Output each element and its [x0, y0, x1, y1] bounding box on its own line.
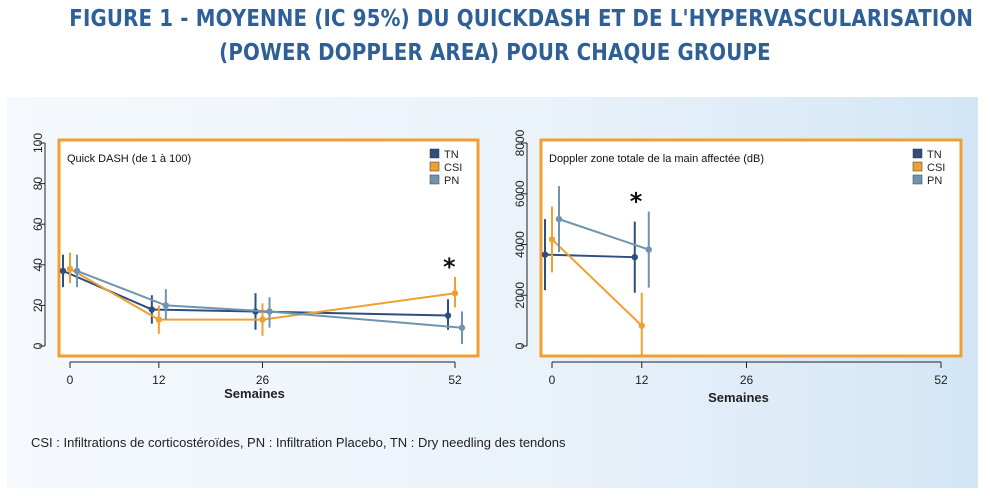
chart1-point-pn — [73, 267, 81, 275]
chart1-y-tick-label: 80 — [31, 177, 45, 191]
chart1-point-tn — [148, 306, 156, 313]
chart1-legend-swatch — [429, 161, 440, 172]
chart2-legend-label: PN — [927, 175, 942, 187]
chart1-y-tick-label: 0 — [31, 342, 45, 349]
chart2-y-tick-label: 2000 — [513, 282, 527, 309]
footnote: CSI : Infiltrations de corticostéroïdes,… — [31, 435, 566, 450]
chart1-significance-marker: * — [443, 253, 456, 281]
chart1-point-csi — [451, 290, 459, 297]
chart2-y-tick-label: 4000 — [513, 231, 527, 258]
chart1-point-pn — [266, 308, 273, 315]
chart1-point-pn — [162, 302, 170, 309]
chart2-point-tn — [631, 253, 638, 261]
chart1-y-tick-label: 100 — [31, 133, 45, 153]
chart1-series-line-csi — [69, 267, 456, 321]
chart1-y-tick-label: 20 — [31, 298, 45, 312]
chart1-point-tn — [444, 312, 452, 319]
chart2-legend-swatch — [912, 174, 923, 185]
chart1-point-tn — [59, 267, 67, 275]
figure-title: FIGURE 1 - MOYENNE (IC 95%) DU QUICKDASH… — [69, 2, 974, 70]
chart2-point-pn — [645, 246, 652, 253]
chart2-point-csi — [638, 322, 645, 329]
chart2-legend-label: TN — [927, 149, 942, 161]
chart2-x-tick-label: 12 — [635, 373, 649, 387]
chart1-series-line-pn — [76, 269, 463, 329]
chart2-frame — [539, 138, 963, 358]
chart1-legend-swatch — [429, 174, 440, 185]
chart1-point-csi — [155, 316, 163, 323]
chart2-series-line-csi — [551, 238, 643, 327]
chart2-y-tick-label: 0 — [513, 342, 527, 349]
chart1-point-pn — [458, 324, 466, 331]
chart1-point-csi — [259, 316, 266, 323]
chart1-x-tick-label: 12 — [152, 373, 166, 387]
chart1-x-tick-label: 52 — [448, 373, 462, 387]
chart1-point-csi — [66, 265, 74, 273]
chart1-legend-label: CSI — [444, 162, 462, 174]
chart2-legend-label: CSI — [927, 162, 945, 174]
chart1-legend-swatch — [429, 148, 440, 159]
chart2-x-tick-label: 52 — [934, 373, 948, 387]
chart2-significance-marker: * — [630, 188, 643, 216]
chart1-y-tick-label: 40 — [31, 258, 45, 272]
chart2-point-pn — [555, 215, 563, 223]
chart2-legend-swatch — [912, 161, 923, 172]
chart2-series-line-pn — [558, 218, 650, 251]
chart2-point-tn — [541, 251, 549, 258]
chart2-y-tick-label: 6000 — [513, 180, 527, 207]
figure-title-line-1: FIGURE 1 - MOYENNE (IC 95%) DU QUICKDASH… — [69, 6, 974, 32]
chart2-x-tick-label: 0 — [549, 373, 556, 387]
figure-title-line-2: (POWER DOPPLER AREA) POUR CHAQUE GROUPE — [219, 40, 771, 66]
chart2-point-csi — [548, 236, 556, 243]
chart2-y-tick-label: 8000 — [513, 129, 527, 156]
chart1-legend-label: PN — [444, 175, 459, 187]
chart2-legend-swatch — [912, 148, 923, 159]
chart1-legend-label: TN — [444, 149, 459, 161]
chart1-title: Quick DASH (de 1 à 100) — [67, 153, 191, 165]
chart1-y-tick-label: 60 — [31, 217, 45, 231]
chart2-x-tick-label: 26 — [740, 373, 754, 387]
chart1-x-tick-label: 26 — [256, 373, 270, 387]
chart2-title: Doppler zone totale de la main affectée … — [549, 153, 764, 165]
chart1-x-tick-label: 0 — [67, 373, 74, 387]
chart2-x-axis-label: Semaines — [708, 390, 769, 405]
chart1-x-axis-label: Semaines — [224, 386, 285, 401]
chart2-series-line-tn — [544, 253, 635, 259]
